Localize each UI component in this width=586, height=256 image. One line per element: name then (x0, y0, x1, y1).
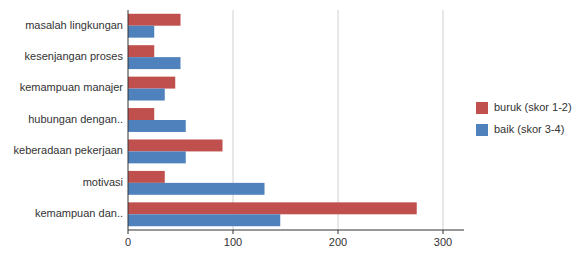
legend-label: baik (skor 3-4) (494, 123, 564, 135)
bar (128, 89, 165, 101)
bars (128, 14, 417, 226)
y-tick-label: masalah lingkungan (25, 19, 123, 31)
chart-svg: 0 100 200 300 kemampuan dan.. motivasi keberad… (0, 0, 586, 256)
bar (128, 202, 417, 214)
y-tick-label: hubungan dengan.. (28, 113, 123, 125)
grid (233, 10, 443, 230)
axes: 0 100 200 300 kemampuan dan.. motivasi keberad… (14, 10, 464, 248)
x-tick-label: 200 (329, 236, 347, 248)
bar (128, 139, 223, 151)
y-tick-label: kemampuan manajer (20, 81, 124, 93)
x-tick-label: 300 (434, 236, 452, 248)
x-tick-label: 0 (125, 236, 131, 248)
grid-line (338, 10, 339, 230)
bar (128, 57, 181, 69)
bar (128, 171, 165, 183)
chart-container: 0 100 200 300 kemampuan dan.. motivasi keberad… (0, 0, 586, 256)
legend: buruk (skor 1-2) baik (skor 3-4) (476, 101, 572, 136)
y-tick-label: motivasi (83, 176, 123, 188)
x-axis-line (128, 230, 464, 231)
x-tick (338, 230, 339, 234)
legend-swatch (476, 124, 488, 136)
y-tick-label: kemampuan dan.. (35, 207, 123, 219)
grid-line (443, 10, 444, 230)
bar (128, 214, 280, 226)
y-tick-label: keberadaan pekerjaan (14, 144, 123, 156)
bar (128, 26, 154, 38)
grid-line (233, 10, 234, 230)
x-tick (443, 230, 444, 234)
legend-label: buruk (skor 1-2) (494, 101, 572, 113)
x-tick-label: 100 (224, 236, 242, 248)
x-tick (128, 230, 129, 234)
bar (128, 120, 186, 132)
legend-swatch (476, 102, 488, 114)
bar (128, 14, 181, 26)
y-axis-line (128, 10, 129, 230)
bar (128, 45, 154, 57)
y-tick-label: kesenjangan proses (25, 50, 124, 62)
bar (128, 108, 154, 120)
bar (128, 151, 186, 163)
bar (128, 183, 265, 195)
x-tick (233, 230, 234, 234)
bar (128, 77, 175, 89)
